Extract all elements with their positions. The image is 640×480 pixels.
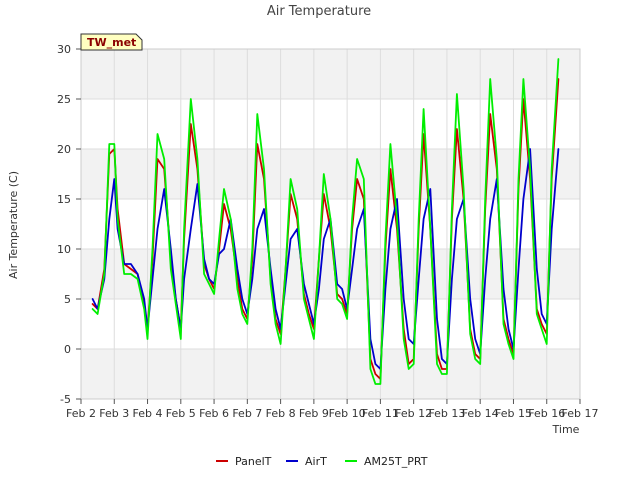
legend-label-airt: AirT xyxy=(305,455,327,468)
legend-label-am25t-prt: AM25T_PRT xyxy=(364,455,428,468)
legend: PanelT AirT AM25T_PRT xyxy=(216,455,428,468)
band-0 xyxy=(81,349,580,399)
y-tick-label: 25 xyxy=(57,93,71,106)
series-lines xyxy=(91,58,560,385)
x-tick-label: Feb 13 xyxy=(428,407,465,420)
plot-frame xyxy=(80,48,581,400)
x-tick-label: Feb 4 xyxy=(133,407,163,420)
station-tag-box xyxy=(80,33,143,51)
x-tick-label: Feb 11 xyxy=(362,407,399,420)
x-tick-label: Feb 8 xyxy=(266,407,296,420)
x-tick-label: Feb 3 xyxy=(99,407,129,420)
chart-title: Air Temperature xyxy=(267,4,371,19)
y-tick-label: 5 xyxy=(64,293,71,306)
band-3 xyxy=(81,49,580,99)
x-tick-label: Feb 16 xyxy=(528,407,565,420)
x-tick-label: Feb 9 xyxy=(299,407,329,420)
x-tick-label: Feb 6 xyxy=(199,407,229,420)
y-axis-label: Air Temperature (C) xyxy=(7,171,20,279)
series-line-am25t-prt xyxy=(91,58,560,385)
x-tick-label: Feb 15 xyxy=(495,407,532,420)
y-tick-label: 20 xyxy=(57,143,71,156)
y-axis-ticks: -5 0 5 10 15 20 25 30 xyxy=(57,43,81,406)
station-tag-label: TW_met xyxy=(87,36,136,49)
x-axis-label: Time xyxy=(552,423,580,436)
band-1 xyxy=(81,249,580,299)
x-tick-label: Feb 5 xyxy=(166,407,196,420)
x-axis-ticks: Feb 2 Feb 3 Feb 4 Feb 5 Feb 6 Feb 7 Feb 8 Feb 9… xyxy=(66,399,598,420)
station-tag: TW_met xyxy=(80,33,143,51)
y-tick-label: -5 xyxy=(60,393,71,406)
y-tick-label: 15 xyxy=(57,193,71,206)
y-tick-label: 10 xyxy=(57,243,71,256)
legend-label-panelt: PanelT xyxy=(235,455,272,468)
x-tick-label: Feb 10 xyxy=(329,407,366,420)
x-tick-label: Feb 17 xyxy=(562,407,599,420)
x-tick-label: Feb 2 xyxy=(66,407,96,420)
y-tick-label: 30 xyxy=(57,43,71,56)
x-tick-label: Feb 12 xyxy=(395,407,432,420)
y-tick-label: 0 xyxy=(64,343,71,356)
x-tick-label: Feb 14 xyxy=(462,407,499,420)
x-tick-label: Feb 7 xyxy=(232,407,262,420)
